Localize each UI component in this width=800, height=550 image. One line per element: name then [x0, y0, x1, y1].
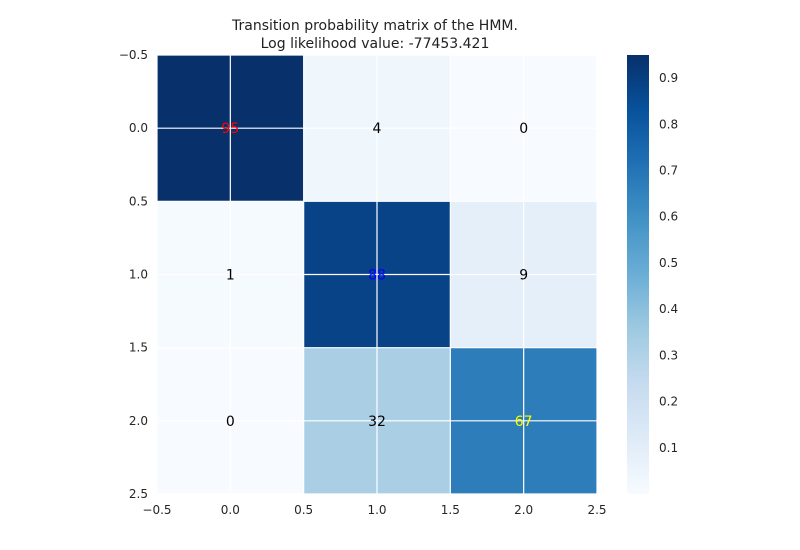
- x-tick-label: 0.5: [294, 503, 313, 517]
- colorbar: [627, 55, 649, 494]
- colorbar-tick-label: 0.2: [659, 395, 678, 409]
- colorbar-tick-label: 0.6: [659, 210, 678, 224]
- x-tick-label: 1.0: [367, 503, 386, 517]
- colorbar-tick-label: 0.7: [659, 164, 678, 178]
- y-tick-label: 0.5: [129, 194, 148, 208]
- y-tick-label: 2.0: [129, 414, 148, 428]
- y-tick-label: 0.0: [129, 121, 148, 135]
- grid-lines: [156, 54, 598, 495]
- cell-value-label: 9: [519, 268, 528, 284]
- colorbar-tick-label: 0.8: [659, 117, 678, 131]
- x-tick-label: −0.5: [142, 503, 171, 517]
- cell-value-label: 67: [515, 414, 533, 430]
- y-axis-ticks: −0.5 0.0 0.5 1.0 1.5 2.0 2.5: [119, 48, 148, 501]
- y-tick-label: 1.5: [129, 341, 148, 355]
- colorbar-tick-label: 0.9: [659, 71, 678, 85]
- colorbar-tick-label: 0.4: [659, 302, 678, 316]
- x-tick-label: 0.0: [221, 503, 240, 517]
- cell-value-label: 1: [226, 268, 235, 284]
- colorbar-tick-label: 0.3: [659, 348, 678, 362]
- cell-value-label: 4: [373, 121, 382, 137]
- y-tick-label: −0.5: [119, 48, 148, 62]
- cell-value-label: 88: [368, 268, 386, 284]
- x-tick-label: 2.5: [587, 503, 606, 517]
- cell-value-label: 95: [221, 121, 239, 137]
- y-tick-label: 2.5: [129, 487, 148, 501]
- x-tick-label: 1.5: [441, 503, 460, 517]
- colorbar-tick-label: 0.1: [659, 441, 678, 455]
- cell-value-label: 32: [368, 414, 386, 430]
- chart-subtitle: Log likelihood value: -77453.421: [261, 36, 490, 52]
- cell-value-label: 0: [519, 121, 528, 137]
- y-tick-label: 1.0: [129, 268, 148, 282]
- x-tick-label: 2.0: [514, 503, 533, 517]
- cell-labels: 95 4 0 1 88 9 0 32 67: [221, 121, 532, 430]
- colorbar-ticks: 0.1 0.2 0.3 0.4 0.5 0.6 0.7 0.8 0.9: [659, 71, 678, 455]
- cell-value-label: 0: [226, 414, 235, 430]
- chart-title: Transition probability matrix of the HMM…: [231, 18, 518, 34]
- x-axis-ticks: −0.5 0.0 0.5 1.0 1.5 2.0 2.5: [142, 503, 606, 517]
- colorbar-tick-label: 0.5: [659, 256, 678, 270]
